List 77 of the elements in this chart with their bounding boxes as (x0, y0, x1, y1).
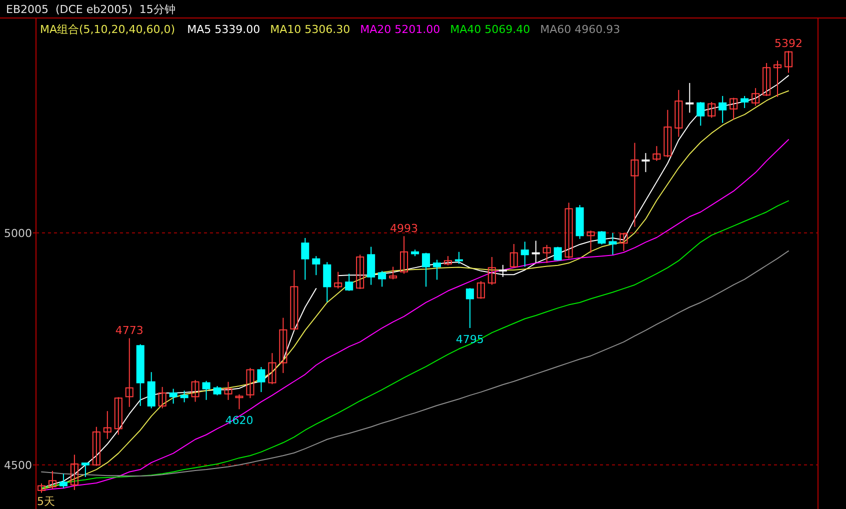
y-tick-label: 5000 (4, 226, 32, 240)
candlestick (476, 280, 485, 300)
candlestick (312, 256, 320, 276)
candlestick (268, 352, 276, 385)
candlestick (740, 95, 749, 109)
candlestick (191, 379, 200, 402)
annotation: 5392 (774, 36, 803, 50)
candlestick (367, 246, 376, 286)
candlestick (432, 259, 441, 280)
candlestick (224, 381, 232, 400)
candlestick (70, 454, 78, 490)
candlestick (246, 367, 254, 399)
annotation: 4773 (115, 324, 144, 338)
candlestick (686, 82, 694, 114)
candlestick (620, 232, 628, 252)
candlestick (345, 273, 354, 292)
text: MA5 5339.00 (187, 23, 260, 36)
candlestick (37, 482, 46, 494)
candlestick (774, 60, 782, 98)
candlestick (59, 473, 68, 489)
candlestick (158, 386, 166, 409)
candlestick (708, 102, 716, 118)
candlestick (48, 470, 56, 490)
candlestick (520, 241, 529, 268)
candlestick (564, 202, 573, 259)
candlestick (762, 62, 771, 96)
candlestick (169, 388, 178, 404)
annotation: 5天 (37, 495, 55, 508)
candlestick (279, 317, 288, 374)
candlestick (696, 102, 705, 126)
candlestick (114, 396, 122, 436)
candlestick (422, 252, 430, 288)
candlestick (510, 244, 518, 268)
candlestick (642, 152, 650, 173)
candlestick (290, 269, 298, 331)
candlestick (586, 230, 595, 254)
candlestick (400, 236, 408, 274)
candlestick (378, 270, 386, 288)
y-tick-label: 4500 (4, 458, 32, 472)
chart-title: EB2005 (DCE eb2005) 15分钟 (6, 3, 176, 16)
candlestick (532, 240, 540, 264)
candlestick (323, 262, 332, 303)
text: MA40 5069.40 (450, 23, 530, 36)
candlestick (630, 142, 639, 228)
candlestick (730, 97, 738, 120)
candlestick (81, 462, 90, 478)
candlestick (784, 50, 793, 74)
candlestick (334, 271, 342, 290)
candlestick (257, 366, 266, 393)
candlestick (664, 109, 672, 158)
candlestick (608, 232, 617, 256)
candlestick (542, 244, 551, 264)
text: MA组合(5,10,20,40,60,0) (40, 23, 176, 36)
candlestick (466, 288, 474, 329)
text: MA60 4960.93 (540, 23, 620, 36)
candlestick (674, 89, 683, 138)
candlestick (103, 410, 112, 440)
candlestick (235, 394, 244, 410)
candlestick (488, 256, 496, 286)
candlestick (92, 426, 100, 466)
candlestick (301, 237, 310, 280)
candlestick (752, 88, 760, 106)
text: MA20 5201.00 (360, 23, 440, 36)
candlestick (598, 230, 606, 245)
candlestick (444, 256, 452, 266)
candlestick (389, 266, 398, 280)
annotation: 4993 (390, 222, 418, 236)
candlestick (202, 380, 210, 400)
candlestick (454, 251, 463, 264)
candlestick (180, 390, 188, 403)
candlestick (718, 95, 727, 124)
text: MA10 5306.30 (270, 23, 350, 36)
candlestick (125, 338, 134, 408)
candlestick (498, 264, 507, 278)
candlestick (652, 146, 661, 162)
candlestick (356, 254, 364, 290)
candlestick (213, 386, 222, 396)
